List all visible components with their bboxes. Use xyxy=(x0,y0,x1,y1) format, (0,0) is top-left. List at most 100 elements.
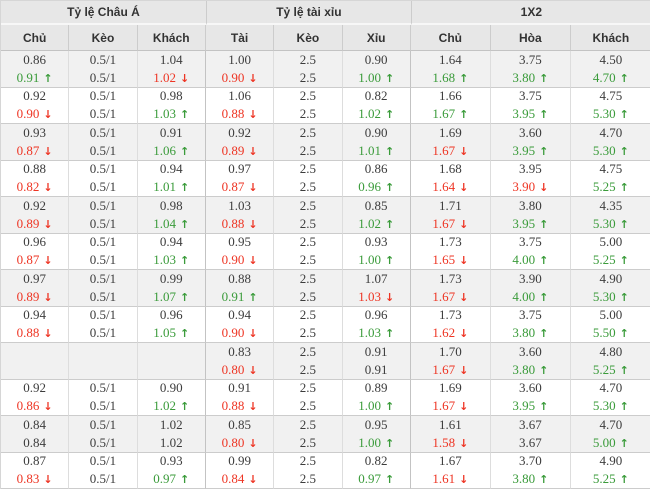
odds-cell: 5.25 ↑ xyxy=(570,470,650,489)
odds-value: 5.25 xyxy=(592,471,616,487)
odds-value: 0.80 xyxy=(221,361,245,377)
odds-value: 2.5 xyxy=(299,51,316,67)
odds-cell: 0.84 xyxy=(1,416,70,434)
odds-value: 1.64 xyxy=(432,179,456,195)
odds-cell: 2.5 xyxy=(274,397,343,416)
odds-value: 1.03 xyxy=(153,106,177,122)
odds-value: 0.93 xyxy=(159,453,183,469)
odds-value: 0.90 xyxy=(159,380,183,396)
odds-cell: 0.5/1 xyxy=(69,124,138,142)
odds-cell: 0.91 ↑ xyxy=(205,287,275,307)
odds-value: 4.50 xyxy=(599,51,623,67)
odds-cell: 0.5/1 xyxy=(69,178,138,197)
odds-cell: 1.67 ↓ xyxy=(410,397,491,416)
odds-cell: 1.03 ↑ xyxy=(137,105,206,124)
odds-value: 2.5 xyxy=(299,142,316,158)
odds-value: 0.88 xyxy=(221,398,245,414)
column-header-row: Chủ Kèo Khách Tài Kèo Xỉu Chủ Hòa Khách xyxy=(1,25,650,51)
odds-value: 0.85 xyxy=(228,416,251,432)
odds-value: 4.80 xyxy=(599,343,623,359)
odds-value: 1.07 xyxy=(364,270,388,286)
table-row: 0.87 0.5/1 0.93 0.99 2.5 0.82 1.67 3.70 4.90 xyxy=(1,452,650,471)
odds-cell: 0.99 xyxy=(138,270,206,288)
odds-value: 1.03 xyxy=(153,252,177,268)
odds-cell: 0.87 ↓ xyxy=(1,251,70,270)
odds-cell: 0.90 xyxy=(343,124,411,142)
odds-value: 2.5 xyxy=(299,88,316,104)
odds-cell: 1.64 ↓ xyxy=(410,178,491,197)
odds-cell: 0.95 xyxy=(343,416,411,434)
odds-value: 0.88 xyxy=(221,215,245,231)
odds-cell: 5.50 ↑ xyxy=(570,324,650,343)
odds-row-group: 0.86 0.5/1 1.04 1.00 2.5 0.90 1.64 3.75 4.50 0.91… xyxy=(1,51,650,88)
table-row: 0.82 ↓ 0.5/1 1.01 ↑ 0.87 ↓ 2.5 0.96 ↑ 1.64 ↓ 3.90 ↓ 5.… xyxy=(1,178,650,197)
arrow-up-icon: ↑ xyxy=(539,71,549,85)
odds-value: 0.99 xyxy=(159,270,183,286)
odds-cell: 1.71 xyxy=(411,197,491,215)
odds-cell: 0.5/1 xyxy=(69,105,138,124)
arrow-up-icon: ↑ xyxy=(248,290,258,304)
arrow-up-icon: ↑ xyxy=(539,327,549,341)
arrow-up-icon: ↑ xyxy=(539,254,549,268)
odds-value: 0.97 xyxy=(228,161,251,177)
odds-cell: 2.5 xyxy=(274,270,343,288)
odds-cell: 1.73 xyxy=(411,270,491,288)
odds-value: 0.91 xyxy=(228,380,251,396)
odds-cell: 0.82 xyxy=(343,452,411,471)
odds-value: 1.67 xyxy=(432,106,456,122)
odds-cell: 1.02 xyxy=(137,433,206,453)
odds-cell xyxy=(69,343,138,361)
arrow-down-icon: ↓ xyxy=(539,181,549,195)
arrow-up-icon: ↑ xyxy=(384,144,395,158)
odds-value: 1.66 xyxy=(438,88,462,104)
odds-cell: 4.35 xyxy=(571,197,650,215)
odds-value: 5.25 xyxy=(592,179,616,195)
odds-cell: 0.5/1 xyxy=(69,251,138,270)
group-header-asian-handicap: Tỷ lệ Châu Á xyxy=(1,1,206,25)
odds-value: 3.75 xyxy=(518,234,542,250)
odds-cell: 1.03 xyxy=(206,197,275,215)
odds-value: 0.89 xyxy=(221,142,245,158)
odds-value: 1.02 xyxy=(358,215,381,231)
odds-value: 0.5/1 xyxy=(89,325,117,341)
arrow-down-icon: ↓ xyxy=(43,181,53,195)
odds-value: 0.86 xyxy=(16,398,40,414)
arrow-up-icon: ↑ xyxy=(539,108,549,122)
odds-value: 5.25 xyxy=(592,252,616,268)
odds-value: 0.86 xyxy=(23,51,47,67)
arrow-up-icon: ↑ xyxy=(619,181,629,195)
arrow-down-icon: ↓ xyxy=(180,71,190,85)
odds-value: 4.35 xyxy=(599,197,623,213)
table-row: 0.87 ↓ 0.5/1 1.06 ↑ 0.89 ↓ 2.5 1.01 ↑ 1.67 ↓ 3.95 ↑ 5.… xyxy=(1,141,650,161)
odds-value: 0.91 xyxy=(364,361,388,377)
arrow-up-icon: ↑ xyxy=(180,108,190,122)
odds-value: 1.00 xyxy=(358,69,381,85)
odds-cell: 0.89 xyxy=(343,379,411,398)
odds-value: 3.90 xyxy=(518,270,542,286)
odds-cell: 0.89 ↓ xyxy=(1,287,70,307)
odds-value: 1.58 xyxy=(432,434,456,450)
odds-value: 0.89 xyxy=(16,288,40,304)
odds-cell: 4.75 xyxy=(571,88,650,106)
odds-cell: 4.70 xyxy=(571,124,650,142)
odds-value: 0.94 xyxy=(159,234,183,250)
arrow-up-icon: ↑ xyxy=(619,327,629,341)
table-row: 0.86 0.5/1 1.04 1.00 2.5 0.90 1.64 3.75 4.50 xyxy=(1,51,650,69)
odds-value: 1.03 xyxy=(228,197,251,213)
odds-value: 2.5 xyxy=(299,434,316,450)
odds-value: 4.75 xyxy=(599,88,623,104)
odds-row-group: 0.88 0.5/1 0.94 0.97 2.5 0.86 1.68 3.95 4.75 0.82… xyxy=(1,160,650,197)
odds-value: 0.87 xyxy=(221,179,245,195)
odds-cell: 0.96 xyxy=(1,233,70,252)
odds-cell: 4.75 xyxy=(571,161,650,179)
col-header-1x2-draw: Hòa xyxy=(490,25,571,51)
arrow-up-icon: ↑ xyxy=(384,181,395,195)
odds-cell: 0.92 xyxy=(1,379,70,398)
arrow-down-icon: ↓ xyxy=(248,436,258,450)
odds-value: 2.5 xyxy=(299,252,316,268)
odds-cell: 1.69 xyxy=(411,124,491,142)
odds-value: 0.86 xyxy=(364,161,388,177)
odds-cell xyxy=(137,360,206,380)
odds-cell: 0.90 ↓ xyxy=(205,324,275,343)
table-row: 0.84 0.5/1 1.02 0.80 ↓ 2.5 1.00 ↑ 1.58 ↓ 3.67 5.00 ↑ xyxy=(1,433,650,453)
